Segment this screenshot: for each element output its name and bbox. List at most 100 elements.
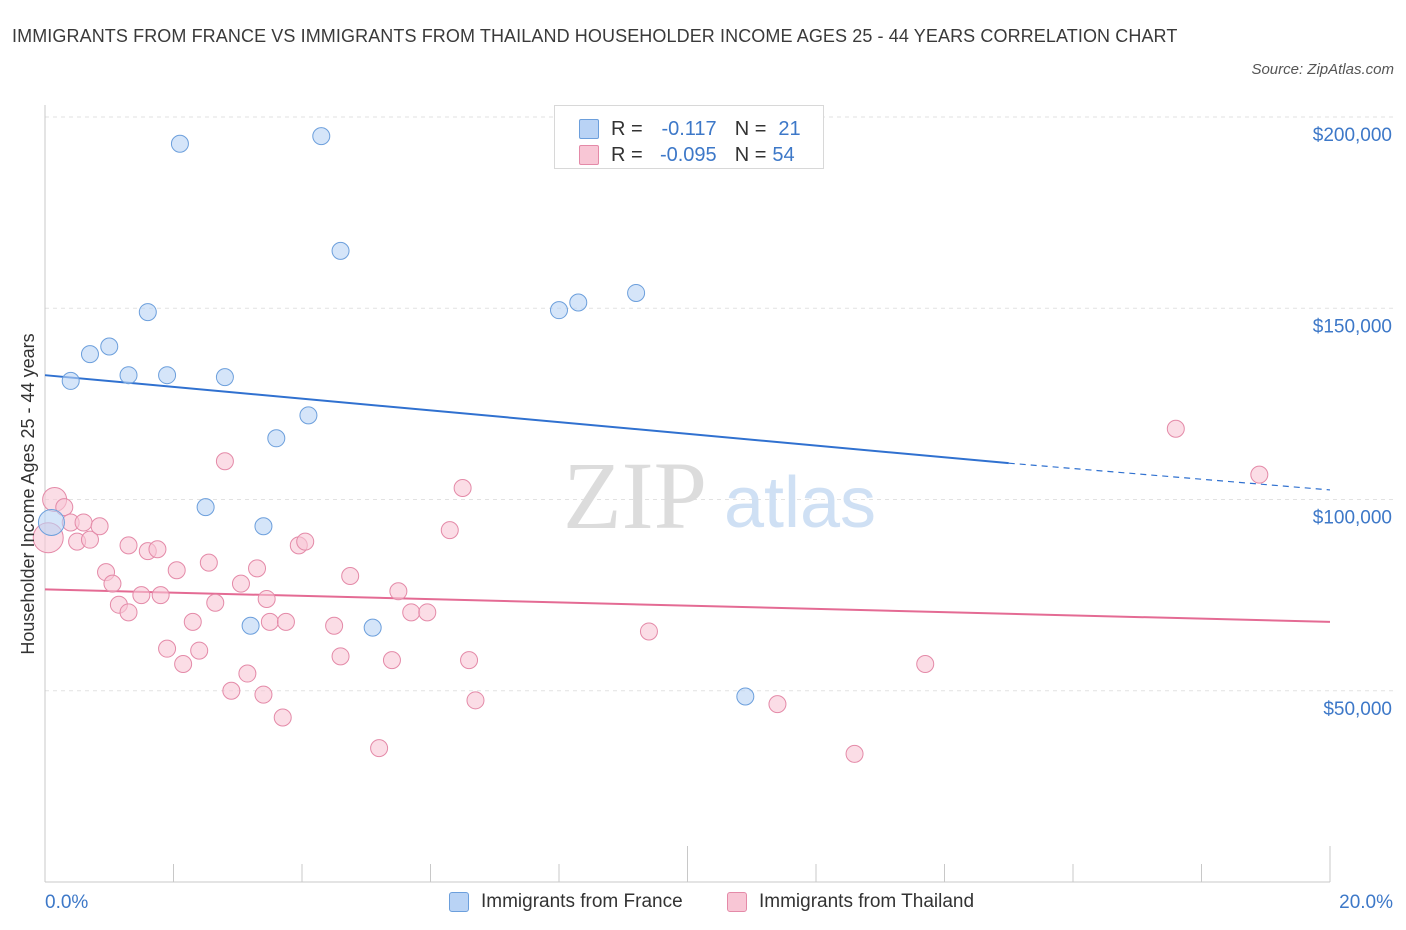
point-thailand — [382, 651, 401, 670]
point-thailand — [418, 603, 437, 622]
grid-lines — [45, 116, 1395, 692]
point-thailand — [276, 612, 295, 631]
trend-line-france — [44, 374, 1009, 465]
point-thailand — [325, 616, 344, 635]
y-axis-label: Householder Income Ages 25 - 44 years — [18, 333, 38, 654]
point-france — [363, 618, 382, 637]
point-thailand — [639, 622, 658, 641]
point-france — [100, 337, 119, 356]
point-thailand — [119, 536, 138, 555]
point-thailand — [389, 582, 408, 601]
point-france — [331, 241, 350, 260]
point-thailand — [296, 532, 315, 551]
legend-n-label: N = — [734, 143, 767, 166]
point-thailand — [215, 452, 234, 471]
point-france — [312, 127, 331, 146]
point-thailand — [151, 586, 170, 605]
watermark-zip: ZIP — [563, 442, 707, 549]
point-thailand — [254, 685, 273, 704]
point-thailand — [248, 559, 267, 578]
legend-r-label: R = — [611, 117, 643, 140]
y-tick-label: $50,000 — [1323, 699, 1392, 720]
point-thailand — [167, 561, 186, 580]
legend-r-value: -0.095 — [659, 143, 717, 166]
legend-r-value: -0.117 — [661, 117, 717, 140]
legend-n-value: 54 — [772, 143, 795, 166]
point-thailand — [1250, 465, 1269, 484]
y-tick-label: $150,000 — [1313, 316, 1392, 337]
point-france — [170, 134, 189, 153]
point-france — [196, 498, 215, 517]
point-thailand — [231, 574, 250, 593]
point-thailand — [845, 744, 864, 763]
point-france — [241, 616, 260, 635]
y-tick-label: $200,000 — [1313, 125, 1392, 146]
x-tick-label: 20.0% — [1339, 892, 1393, 913]
point-france — [299, 406, 318, 425]
point-thailand — [174, 654, 193, 673]
axes — [44, 105, 1331, 883]
point-thailand — [257, 589, 276, 608]
data-points — [32, 127, 1269, 763]
trend-line-thailand — [44, 588, 1331, 623]
correlation-legend: R = -0.117 N = 21 R = -0.095 N = 54 — [554, 105, 824, 169]
point-thailand — [55, 498, 74, 517]
point-thailand — [90, 517, 109, 536]
legend-item-france: Immigrants from France — [449, 887, 683, 917]
point-thailand — [74, 513, 93, 532]
point-thailand — [206, 593, 225, 612]
watermark-atlas: atlas — [724, 463, 876, 543]
point-thailand — [341, 567, 360, 585]
point-france — [61, 371, 80, 390]
point-france — [569, 293, 588, 312]
point-thailand — [370, 739, 389, 758]
x-tick-label: 0.0% — [45, 892, 88, 913]
point-france — [80, 345, 99, 364]
legend-swatch-thailand — [727, 892, 747, 912]
point-thailand — [768, 695, 787, 714]
legend-label-france: Immigrants from France — [481, 891, 683, 912]
point-thailand — [158, 639, 177, 658]
trend-line-france-extension — [1008, 462, 1331, 491]
legend-swatch-thailand — [579, 145, 599, 165]
point-thailand — [80, 530, 99, 549]
point-thailand — [238, 664, 257, 683]
tick-labels: $50,000 $100,000 $150,000 $200,000 0.0% 20.0% — [45, 125, 1393, 913]
point-france — [267, 429, 286, 448]
point-thailand — [440, 521, 459, 540]
point-thailand — [916, 654, 935, 673]
point-thailand — [273, 708, 292, 727]
point-thailand — [148, 540, 167, 559]
point-thailand — [183, 612, 202, 631]
point-thailand — [103, 574, 122, 593]
point-thailand — [460, 651, 479, 670]
legend-label-thailand: Immigrants from Thailand — [759, 891, 975, 912]
point-thailand — [466, 691, 485, 710]
point-thailand — [119, 603, 138, 622]
source-note: Source: ZipAtlas.com — [1251, 61, 1394, 78]
legend-n-label: N = — [734, 117, 767, 140]
legend-row-thailand: R = -0.095 N = 54 — [579, 142, 795, 168]
legend-item-thailand: Immigrants from Thailand — [727, 887, 974, 917]
point-france — [627, 283, 646, 302]
legend-swatch-france — [579, 119, 599, 139]
point-thailand — [402, 603, 421, 622]
legend-r-label: R = — [611, 143, 643, 166]
legend-swatch-france — [449, 892, 469, 912]
point-thailand — [190, 641, 209, 660]
point-thailand — [132, 586, 151, 605]
chart-title: IMMIGRANTS FROM FRANCE VS IMMIGRANTS FRO… — [12, 26, 1178, 46]
point-france — [215, 368, 234, 387]
point-thailand — [453, 479, 472, 498]
point-france — [119, 366, 138, 385]
point-thailand — [222, 681, 241, 700]
legend-row-france: R = -0.117 N = 21 — [579, 116, 801, 142]
point-france — [736, 687, 755, 706]
point-france — [138, 303, 157, 322]
point-france — [158, 366, 177, 385]
legend-n-value: 21 — [778, 117, 801, 140]
point-thailand — [260, 612, 279, 631]
point-france — [37, 508, 65, 536]
point-thailand — [199, 553, 218, 572]
